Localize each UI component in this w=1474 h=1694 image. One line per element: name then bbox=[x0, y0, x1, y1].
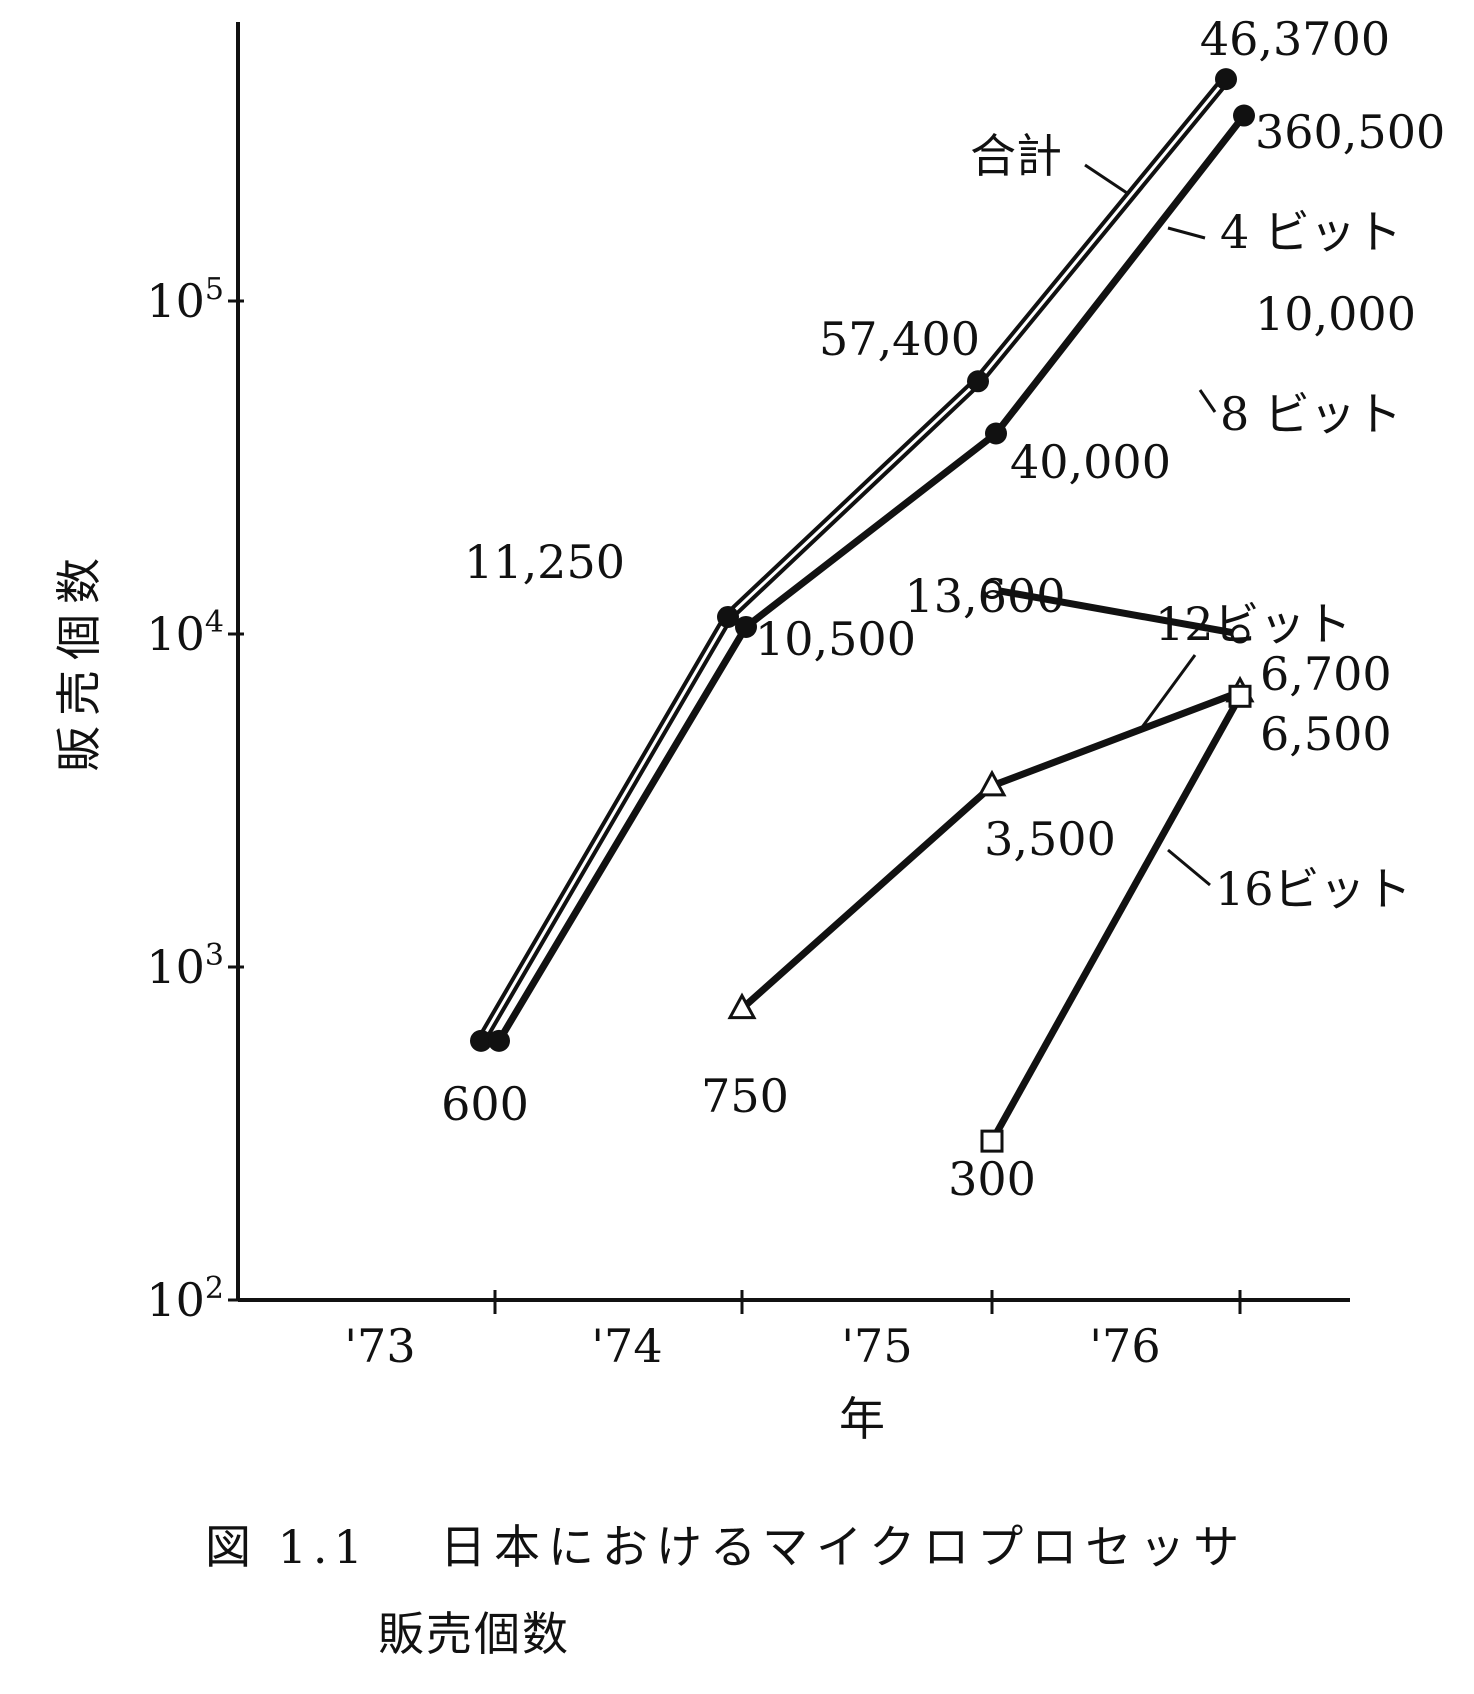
y-tick-label: 103 bbox=[146, 938, 224, 994]
data-point bbox=[1215, 68, 1237, 91]
data-point bbox=[735, 615, 757, 638]
data-label: 300 bbox=[948, 1152, 1036, 1206]
data-label: 360,500 bbox=[1255, 105, 1445, 159]
data-point bbox=[1233, 104, 1255, 127]
series-leader-line bbox=[1167, 848, 1211, 887]
series-leader-line bbox=[1167, 226, 1206, 240]
x-tick-label: '73 bbox=[344, 1319, 415, 1373]
series-lines bbox=[476, 75, 1247, 1143]
x-tick-label: '74 bbox=[591, 1319, 662, 1373]
data-label: 13,600 bbox=[905, 569, 1066, 623]
data-point bbox=[982, 580, 1002, 600]
data-label: 600 bbox=[441, 1077, 529, 1131]
series-line bbox=[991, 586, 1241, 638]
data-point bbox=[717, 605, 739, 628]
y-axis-title: 販売個数 bbox=[52, 548, 106, 772]
series-name-label: 4 ビット bbox=[1220, 205, 1402, 259]
data-point bbox=[727, 992, 757, 1020]
series-name-label: 合計 bbox=[970, 129, 1062, 183]
data-point bbox=[488, 1029, 510, 1052]
series-leader-line bbox=[1198, 389, 1217, 413]
series-line-inner bbox=[479, 78, 1228, 1042]
data-label: 10,000 bbox=[1255, 287, 1416, 341]
labels: 600 11,250 57,400 46,3700 10,500 40,000 360,50… bbox=[441, 12, 1445, 1206]
y-tick-label: 104 bbox=[146, 605, 224, 661]
series-name-label: 12ビット bbox=[1155, 597, 1352, 651]
caption-line-1: 日本におけるマイクロプロセッサ bbox=[440, 1520, 1247, 1574]
y-tick-label: 102 bbox=[146, 1271, 224, 1327]
data-label: 3,500 bbox=[984, 812, 1116, 866]
series-leader-lines bbox=[1084, 163, 1217, 887]
data-point bbox=[1228, 684, 1252, 708]
axes: '73 '74 '75 '76 102 103 104 105 bbox=[146, 22, 1350, 1373]
series-name-label: 16ビット bbox=[1215, 862, 1412, 916]
data-label: 11,250 bbox=[464, 535, 625, 589]
series-leader-line bbox=[1138, 654, 1197, 731]
data-label: 6,500 bbox=[1260, 707, 1392, 761]
x-tick-label: '76 bbox=[1089, 1319, 1160, 1373]
series-leader-line bbox=[1084, 163, 1131, 197]
data-label: 40,000 bbox=[1010, 435, 1171, 489]
data-label: 6,700 bbox=[1260, 647, 1392, 701]
data-label: 10,500 bbox=[755, 612, 916, 666]
data-point bbox=[977, 769, 1007, 797]
y-tick-label: 105 bbox=[146, 272, 224, 328]
data-point bbox=[967, 370, 989, 393]
series-line bbox=[495, 113, 1247, 1043]
data-point bbox=[985, 422, 1007, 445]
figure-number: 図 1.1 bbox=[205, 1520, 369, 1574]
series-line bbox=[988, 694, 1244, 1143]
caption-line-2: 販売個数 bbox=[378, 1607, 570, 1661]
x-tick-label: '75 bbox=[841, 1319, 912, 1373]
data-point bbox=[470, 1029, 492, 1052]
data-label: 46,3700 bbox=[1200, 12, 1390, 66]
data-point bbox=[980, 1129, 1004, 1153]
data-label: 750 bbox=[701, 1069, 789, 1123]
data-point bbox=[1230, 624, 1250, 644]
x-axis-title: 年 bbox=[839, 1392, 885, 1446]
series-name-label: 8 ビット bbox=[1220, 387, 1402, 441]
data-label: 57,400 bbox=[819, 312, 980, 366]
series-markers bbox=[470, 68, 1255, 1153]
